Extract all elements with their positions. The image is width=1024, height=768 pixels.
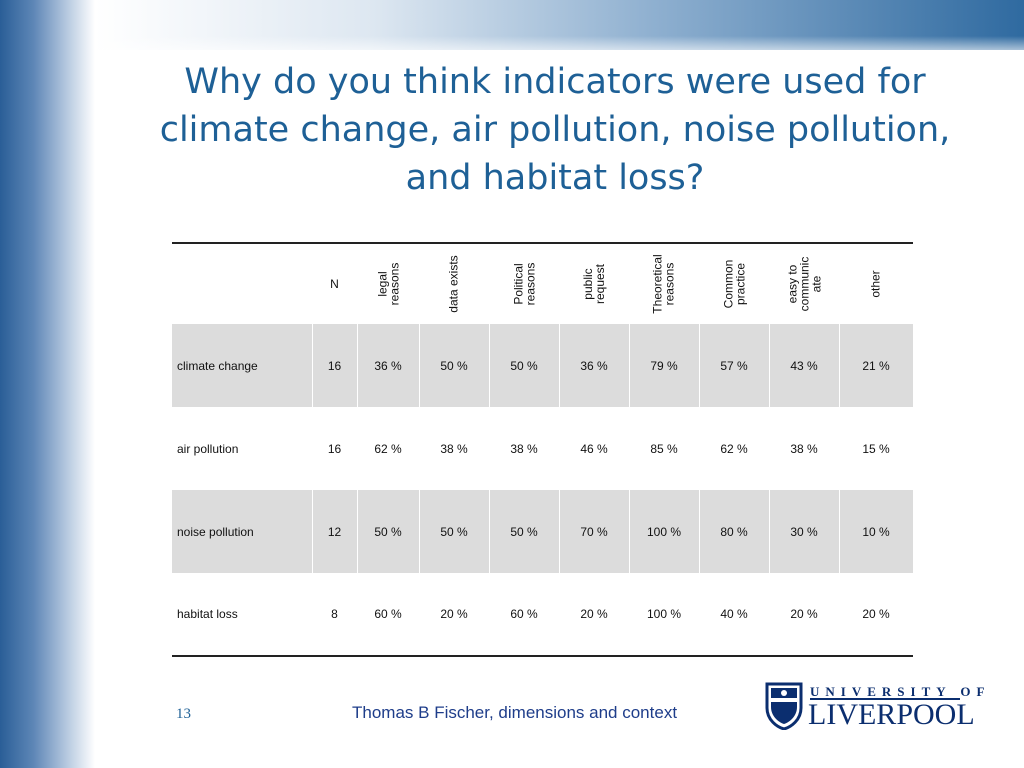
header-corner xyxy=(172,243,312,324)
header-line: reasons xyxy=(386,262,401,305)
cell-n: 8 xyxy=(331,607,338,621)
header-line: easy to xyxy=(785,264,799,303)
row-label: climate change xyxy=(172,324,313,407)
header-line: reasons xyxy=(663,262,677,305)
table-row: climate change 16 36 % 50 % 50 % 36 % 79… xyxy=(172,324,914,407)
cell-value: 62 % xyxy=(720,441,748,456)
cell-value: 20 % xyxy=(440,607,468,621)
header-other-label: other xyxy=(868,270,883,298)
header-line: ate xyxy=(809,275,823,292)
header-line: communic xyxy=(797,256,811,311)
row-label: noise pollution xyxy=(172,490,313,573)
header-theoretical-reasons-label: Theoretical reasons xyxy=(651,254,677,313)
cell-value: 60 % xyxy=(510,607,538,621)
cell-value: 100 % xyxy=(646,607,682,621)
cell-value: 50 % xyxy=(419,324,490,407)
cell-n: 12 xyxy=(312,490,358,573)
header-public-request: public request xyxy=(559,243,629,324)
cell-value: 20 % xyxy=(862,607,890,621)
cell-value: 36 % xyxy=(357,324,420,407)
cell-value: 100 % xyxy=(629,490,700,573)
cell-value: 50 % xyxy=(489,490,560,573)
university-logo: UNIVERSITY OF LIVERPOOL xyxy=(765,682,984,732)
header-line: Common xyxy=(721,259,735,308)
cell-value: 50 % xyxy=(357,490,420,573)
top-band-fade xyxy=(95,0,1024,60)
slide-title: Why do you think indicators were used fo… xyxy=(159,62,951,198)
cell-value: 85 % xyxy=(650,441,678,456)
results-table-container: N legal reasons data exists Political reas… xyxy=(172,242,914,658)
cell-value: 38 % xyxy=(790,441,818,456)
header-common-practice-label: Common practice xyxy=(721,259,747,308)
header-easy-to-communicate: easy to communic ate xyxy=(769,243,839,324)
header-easy-to-communicate-label: easy to communic ate xyxy=(785,256,823,311)
cell-value: 70 % xyxy=(559,490,630,573)
slide-number: 13 xyxy=(176,706,191,722)
header-n: N xyxy=(312,243,357,324)
footer-text: Thomas B Fischer, dimensions and context xyxy=(352,703,678,722)
cell-n: 16 xyxy=(327,441,342,456)
table-row: air pollution 16 62 % 38 % 38 % 46 % 85 … xyxy=(172,407,913,490)
header-line: reasons xyxy=(522,262,537,305)
header-n-label: N xyxy=(330,277,339,291)
row-label: air pollution xyxy=(177,441,239,456)
header-data-exists: data exists xyxy=(419,243,489,324)
logo-liverpool: LIVERPOOL xyxy=(808,698,975,731)
header-line: request xyxy=(593,263,607,304)
left-decorative-band xyxy=(0,0,95,768)
logo-university-of: UNIVERSITY OF xyxy=(810,684,991,699)
header-line: legal xyxy=(374,270,389,297)
header-line: other xyxy=(868,270,883,298)
cell-value: 36 % xyxy=(559,324,630,407)
cell-value: 40 % xyxy=(720,607,748,621)
cell-value: 80 % xyxy=(699,490,770,573)
cell-value: 38 % xyxy=(440,441,468,456)
cell-value: 50 % xyxy=(419,490,490,573)
results-table: N legal reasons data exists Political reas… xyxy=(172,242,914,657)
cell-value: 50 % xyxy=(489,324,560,407)
logo-rule xyxy=(810,698,960,700)
cell-value: 43 % xyxy=(769,324,840,407)
header-line: practice xyxy=(733,262,747,305)
header-legal-reasons-label: legal reasons xyxy=(374,262,401,305)
cell-value: 57 % xyxy=(699,324,770,407)
header-line: Political xyxy=(510,262,525,305)
table-row: noise pollution 12 50 % 50 % 50 % 70 % 1… xyxy=(172,490,914,573)
table-header-row: N legal reasons data exists Political reas… xyxy=(172,243,913,324)
table-row: habitat loss 8 60 % 20 % 60 % 20 % 100 %… xyxy=(172,573,913,656)
header-public-request-label: public request xyxy=(581,263,607,304)
cell-value: 62 % xyxy=(374,441,402,456)
cell-value: 15 % xyxy=(862,441,890,456)
header-line: data exists xyxy=(447,255,461,313)
cell-value: 30 % xyxy=(769,490,840,573)
cell-n: 16 xyxy=(312,324,358,407)
cell-value: 38 % xyxy=(510,441,538,456)
header-theoretical-reasons: Theoretical reasons xyxy=(629,243,699,324)
header-legal-reasons: legal reasons xyxy=(357,243,419,324)
cell-value: 20 % xyxy=(790,607,818,621)
cell-value: 60 % xyxy=(374,607,402,621)
row-label: habitat loss xyxy=(177,607,238,621)
liverpool-shield-icon xyxy=(765,682,803,730)
cell-value: 46 % xyxy=(580,441,608,456)
header-common-practice: Common practice xyxy=(699,243,769,324)
cell-value: 79 % xyxy=(629,324,700,407)
header-other: other xyxy=(839,243,913,324)
header-data-exists-label: data exists xyxy=(447,255,461,313)
header-political-reasons: Political reasons xyxy=(489,243,559,324)
cell-value: 21 % xyxy=(839,324,914,407)
cell-value: 10 % xyxy=(839,490,914,573)
header-political-reasons-label: Political reasons xyxy=(510,262,537,305)
cell-value: 20 % xyxy=(580,607,608,621)
